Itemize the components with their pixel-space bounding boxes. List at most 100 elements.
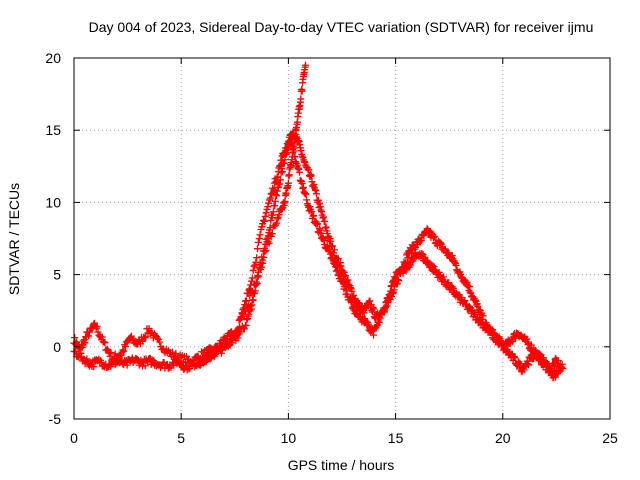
data-marker-track-2 xyxy=(264,203,272,211)
data-marker-track-3 xyxy=(268,230,276,238)
y-tick-label: 10 xyxy=(45,194,61,210)
data-marker-track-1 xyxy=(321,217,329,225)
data-marker-track-2 xyxy=(72,347,80,355)
data-marker-track-1 xyxy=(154,334,162,342)
y-tick-label: -5 xyxy=(49,411,62,427)
data-marker-track-1 xyxy=(172,349,180,357)
data-marker-track-3 xyxy=(252,278,260,286)
data-marker-track-1 xyxy=(101,339,109,347)
data-marker-track-2 xyxy=(190,357,198,365)
x-tick-label: 25 xyxy=(602,430,618,446)
data-marker-track-2 xyxy=(77,349,85,357)
data-marker-track-1 xyxy=(356,299,364,307)
data-marker-track-1 xyxy=(249,296,257,304)
data-marker-track-3 xyxy=(215,344,223,352)
data-marker-track-2 xyxy=(260,217,268,225)
data-marker-track-2 xyxy=(258,223,266,231)
data-marker-track-1 xyxy=(145,325,153,333)
data-marker-track-1 xyxy=(120,347,128,355)
data-marker-track-1 xyxy=(266,224,274,232)
data-marker-track-3 xyxy=(218,341,226,349)
data-marker-track-3 xyxy=(265,239,273,247)
data-marker-track-2 xyxy=(262,209,270,217)
data-marker-track-1 xyxy=(119,346,127,354)
data-marker-track-1 xyxy=(370,305,378,313)
data-marker-track-1 xyxy=(85,332,93,340)
data-marker-track-3 xyxy=(281,197,289,205)
data-marker-track-3 xyxy=(273,219,281,227)
data-marker-track-1 xyxy=(93,322,101,330)
y-tick-label: 0 xyxy=(53,339,61,355)
data-marker-track-2 xyxy=(228,339,236,347)
data-marker-track-3 xyxy=(235,316,243,324)
data-marker-track-1 xyxy=(94,328,102,336)
data-marker-track-2 xyxy=(265,199,273,207)
data-marker-track-2 xyxy=(250,262,258,270)
data-marker-track-3 xyxy=(254,272,262,280)
data-marker-track-1 xyxy=(312,190,320,198)
data-marker-track-2 xyxy=(314,220,322,228)
chart-title: Day 004 of 2023, Sidereal Day-to-day VTE… xyxy=(89,19,594,35)
data-marker-track-1 xyxy=(142,333,150,341)
data-marker-track-2 xyxy=(107,362,115,370)
data-marker-track-3 xyxy=(253,273,261,281)
data-marker-track-2 xyxy=(386,296,394,304)
data-marker-track-1 xyxy=(156,338,164,346)
data-marker-track-2 xyxy=(90,363,98,371)
y-tick-label: 15 xyxy=(45,122,61,138)
data-marker-track-2 xyxy=(370,331,378,339)
data-marker-track-2 xyxy=(310,212,318,220)
y-tick-label: 20 xyxy=(45,50,61,66)
data-marker-track-1 xyxy=(307,172,315,180)
data-marker-track-2 xyxy=(266,194,274,202)
data-marker-track-2 xyxy=(186,364,194,372)
data-marker-track-2 xyxy=(218,349,226,357)
data-marker-track-3 xyxy=(239,312,247,320)
data-marker-track-2 xyxy=(249,266,257,274)
x-tick-label: 20 xyxy=(495,430,511,446)
data-marker-track-1 xyxy=(98,333,106,341)
x-axis-label: GPS time / hours xyxy=(288,457,395,473)
data-marker-track-3 xyxy=(234,325,242,333)
data-marker-track-2 xyxy=(557,364,565,372)
data-marker-track-2 xyxy=(552,373,560,381)
data-marker-track-1 xyxy=(334,255,342,263)
data-marker-track-1 xyxy=(81,339,89,347)
x-tick-label: 10 xyxy=(281,430,297,446)
y-axis-label: SDTVAR / TECUs xyxy=(6,183,22,295)
data-marker-track-2 xyxy=(83,355,91,363)
data-marker-track-1 xyxy=(431,233,439,241)
y-tick-label: 5 xyxy=(53,267,61,283)
plot-frame xyxy=(73,57,611,420)
data-marker-track-3 xyxy=(302,61,310,69)
data-marker-track-3 xyxy=(249,289,257,297)
data-marker-track-3 xyxy=(262,247,270,255)
data-marker-track-3 xyxy=(258,263,266,271)
x-tick-label: 5 xyxy=(177,430,185,446)
data-marker-track-3 xyxy=(289,149,297,157)
data-marker-track-3 xyxy=(251,281,259,289)
data-marker-track-2 xyxy=(256,231,264,239)
data-marker-track-3 xyxy=(261,248,269,256)
data-marker-track-1 xyxy=(269,208,277,216)
data-marker-track-2 xyxy=(341,283,349,291)
data-marker-track-1 xyxy=(554,357,562,365)
data-marker-track-3 xyxy=(297,95,305,103)
data-markers xyxy=(70,61,567,382)
data-marker-track-1 xyxy=(141,334,149,342)
data-marker-track-2 xyxy=(296,168,304,176)
data-marker-track-2 xyxy=(133,356,141,364)
data-marker-track-3 xyxy=(259,259,267,267)
data-marker-track-2 xyxy=(339,279,347,287)
data-marker-track-2 xyxy=(336,271,344,279)
data-marker-track-3 xyxy=(203,356,211,364)
data-marker-track-1 xyxy=(339,267,347,275)
data-marker-track-2 xyxy=(169,361,177,369)
data-marker-track-2 xyxy=(254,245,262,253)
data-marker-track-2 xyxy=(254,238,262,246)
data-marker-track-3 xyxy=(245,301,253,309)
data-marker-track-2 xyxy=(253,254,261,262)
data-marker-track-2 xyxy=(525,361,533,369)
data-marker-track-3 xyxy=(222,335,230,343)
